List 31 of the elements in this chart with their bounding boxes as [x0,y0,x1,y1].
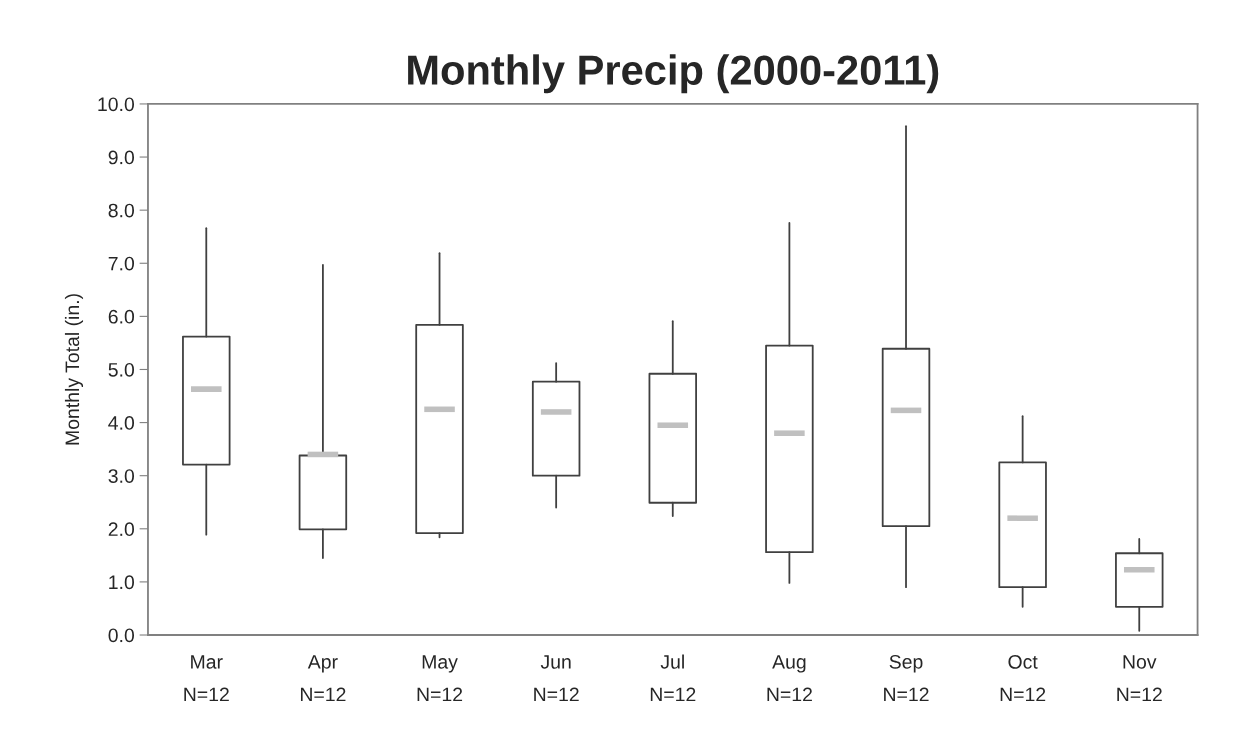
text: N=12 [1117,687,1162,702]
x-tick-label: Jun [540,655,571,669]
x-tick-label: Nov [1123,655,1157,669]
x-tick-label: Apr [307,655,338,673]
y-tick-label: 8.0 [108,203,135,218]
text: N=12 [534,687,579,702]
x-tick-label: Aug [772,655,806,673]
text: N=12 [884,687,929,702]
y-tick-label: 9.0 [108,150,135,165]
x-tick-label: Jul [660,654,684,669]
y-tick-label: 4.0 [108,416,135,430]
x-tick-label: Sep [889,654,923,673]
text: N=12 [650,687,696,702]
x-tick-label: May [422,655,458,673]
y-tick-label: 0.0 [108,628,135,643]
text: N=12 [184,687,229,702]
text: N=12 [300,687,346,702]
text: N=12 [417,687,463,702]
y-tick-label: 2.0 [108,522,135,537]
y-tick-label: 5.0 [108,362,135,377]
text: N=12 [1000,687,1046,702]
chart-title: Monthly Precip (2000-2011) [408,54,939,94]
y-tick-label: 1.0 [109,575,135,590]
x-tick-label: Oct [1008,654,1038,669]
y-tick-label: 7.0 [108,256,135,271]
text: N=12 [767,687,812,702]
y-tick-label: 3.0 [108,469,135,483]
y-tick-label: 10.0 [98,97,135,112]
x-tick-label: Mar [191,655,223,669]
y-tick-label: 6.0 [108,309,135,324]
y-axis-title: Monthly Total (in.) [64,294,84,445]
